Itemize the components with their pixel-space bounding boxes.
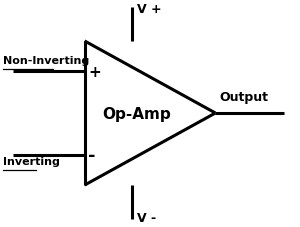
Text: -: - — [88, 146, 96, 164]
Text: V +: V + — [136, 2, 161, 15]
Text: +: + — [88, 64, 101, 79]
Text: Op-Amp: Op-Amp — [102, 106, 171, 121]
Text: Inverting: Inverting — [3, 157, 60, 167]
Text: V -: V - — [136, 212, 156, 225]
Text: Non-Inverting: Non-Inverting — [3, 56, 89, 66]
Text: Output: Output — [220, 91, 269, 104]
